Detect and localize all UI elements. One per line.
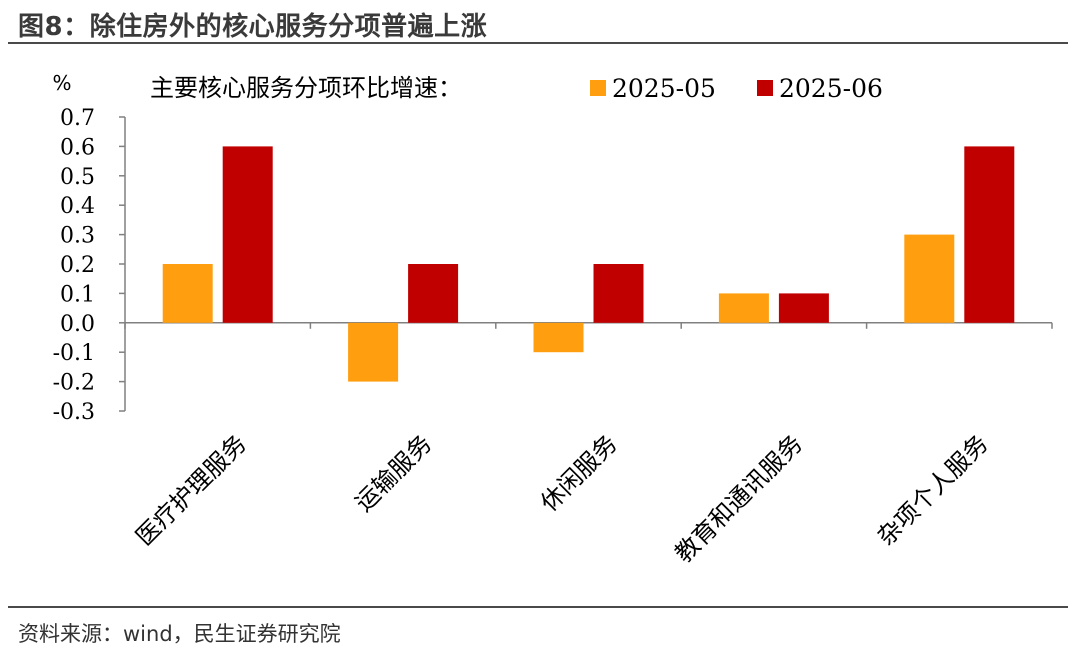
legend-label-2025-06: 2025-06 (779, 74, 883, 103)
bar-2025-05-教育和通讯服务 (718, 293, 769, 323)
legend-swatch-2025-05 (590, 80, 606, 96)
x-category-label: 杂项个人服务 (872, 429, 994, 551)
x-category-label: 休闲服务 (535, 429, 623, 517)
footer-divider (8, 606, 1068, 608)
source-note: 资料来源：wind，民生证券研究院 (18, 622, 341, 646)
x-category-label: 教育和通讯服务 (670, 429, 809, 568)
y-tick-label: 0.4 (60, 194, 95, 219)
y-axis-unit: % (52, 71, 71, 95)
y-tick-label: 0.3 (60, 224, 95, 249)
bar-2025-06-运输服务 (408, 264, 459, 323)
legend-label-2025-05: 2025-05 (612, 74, 716, 103)
x-category-label: 医疗护理服务 (130, 429, 252, 551)
y-tick-label: 0.1 (60, 282, 95, 307)
chart-title: 主要核心服务分项环比增速： (150, 74, 462, 102)
figure-title: 图8：除住房外的核心服务分项普遍上涨 (18, 12, 488, 42)
bar-2025-06-教育和通讯服务 (778, 293, 829, 323)
y-tick-label: -0.3 (53, 400, 95, 425)
bar-2025-05-杂项个人服务 (904, 234, 955, 323)
y-tick-label: 0.5 (60, 165, 95, 190)
y-tick-label: 0.0 (60, 312, 95, 337)
legend-swatch-2025-06 (757, 80, 773, 96)
y-tick-label: 0.7 (60, 106, 95, 131)
y-tick-label: -0.1 (53, 341, 95, 366)
bar-2025-06-休闲服务 (593, 264, 644, 323)
y-tick-label: 0.6 (60, 135, 95, 160)
y-tick-label: -0.2 (53, 371, 95, 396)
y-tick-label: 0.2 (60, 253, 95, 278)
bar-2025-05-医疗护理服务 (162, 264, 213, 323)
bar-2025-06-医疗护理服务 (222, 146, 273, 323)
legend: 2025-05 2025-06 (590, 74, 883, 103)
bar-2025-06-杂项个人服务 (964, 146, 1015, 323)
x-axis: 医疗护理服务 运输服务 休闲服务 教育和通讯服务 杂项个人服务 (124, 322, 1053, 568)
bar-2025-05-休闲服务 (533, 322, 584, 353)
title-divider (8, 42, 1068, 44)
y-axis: 0.7 0.6 0.5 0.4 0.3 0.2 0.1 0.0 -0.1 -0.2 -0.3 (53, 106, 126, 425)
x-category-label: 运输服务 (350, 429, 438, 517)
bar-2025-05-运输服务 (348, 322, 399, 382)
bars (162, 146, 1015, 382)
